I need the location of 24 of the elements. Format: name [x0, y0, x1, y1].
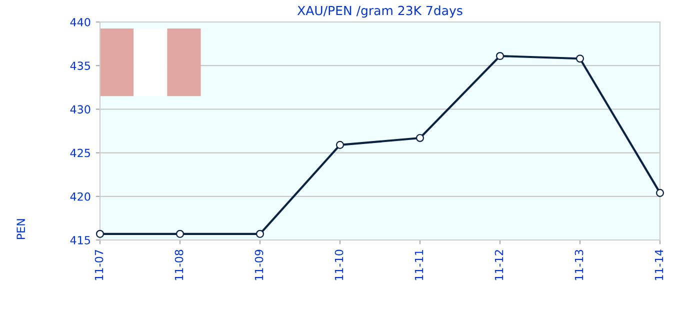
point [496, 52, 504, 60]
point [336, 140, 344, 149]
x-tick-label: 11-11 [414, 250, 424, 280]
point [416, 134, 424, 142]
chart-title: XAU/PEN /gram 23K 7days [297, 6, 462, 18]
y-tick-label: 415 [70, 236, 90, 244]
x-tick-label: 11-07 [94, 250, 104, 280]
y-tick-label: 435 [70, 62, 90, 70]
y-tick-label: 420 [70, 192, 90, 201]
point [96, 230, 104, 238]
y-tick-label: 440 [70, 18, 90, 26]
x-tick-label: 11-08 [174, 250, 184, 280]
y-tick-label: 430 [70, 105, 90, 114]
x-tick-label: 11-12 [494, 250, 504, 280]
x-tick-label: 11-13 [574, 250, 584, 280]
x-tick-label: 11-09 [254, 250, 264, 280]
y-axis-title: PEN [16, 219, 25, 240]
y-tick-label: 425 [70, 148, 90, 158]
x-tick-label: 11-10 [334, 250, 344, 280]
point [256, 230, 264, 238]
point [576, 54, 584, 63]
point [656, 188, 664, 197]
point [176, 230, 184, 238]
x-tick-label: 11-14 [654, 250, 664, 280]
